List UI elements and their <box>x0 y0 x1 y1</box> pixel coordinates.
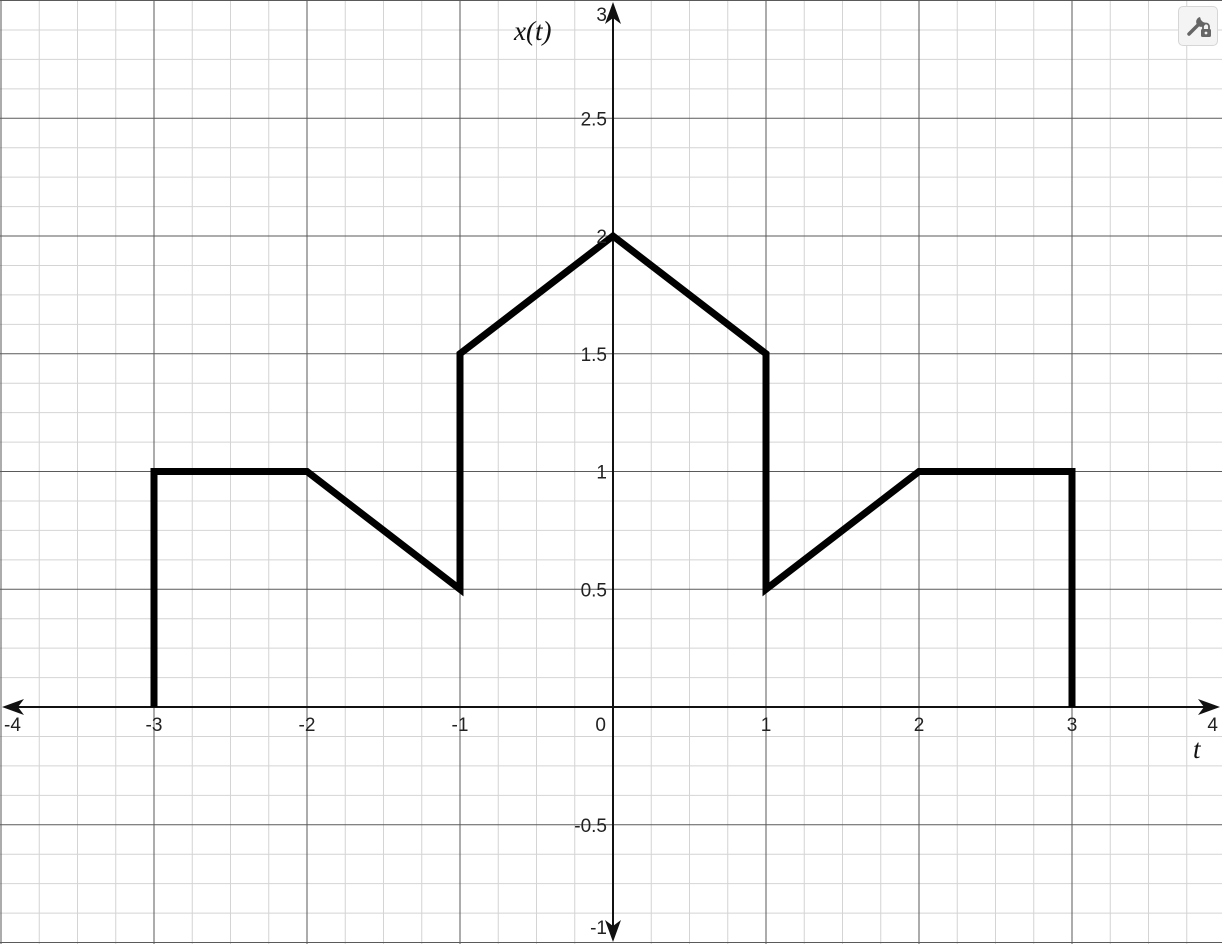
series-layer <box>150 231 1076 708</box>
x-tick-label: 4 <box>1207 715 1218 736</box>
x-axis-arrow-right <box>1198 699 1220 715</box>
wrench-lock-icon <box>1187 17 1211 37</box>
y-tick-label: 1.5 <box>581 345 607 366</box>
y-tick-label: 2.5 <box>581 109 607 130</box>
x-tick-label: 1 <box>761 715 772 736</box>
y-tick-label: 3 <box>596 5 607 26</box>
y-axis-arrow-down <box>605 920 621 942</box>
x-tick-label: 2 <box>914 715 925 736</box>
y-tick-label: 0.5 <box>581 580 607 601</box>
tick-labels: -4 -3 -2 -1 0 1 2 3 4 -1 -0.5 0.5 1 1.5 2 2.5 3 <box>4 5 1218 939</box>
x-tick-label: -4 <box>4 715 21 736</box>
x-tick-label: -2 <box>299 715 316 736</box>
y-tick-label: 1 <box>596 463 607 484</box>
graph-settings-button[interactable] <box>1178 6 1218 46</box>
x-axis-arrow-left <box>2 699 24 715</box>
x-axis-title: t <box>1193 734 1202 764</box>
y-tick-label: -1 <box>590 918 607 939</box>
y-tick-label: -0.5 <box>574 816 607 837</box>
x-tick-label: 0 <box>595 715 606 736</box>
x-tick-label: -3 <box>146 715 163 736</box>
y-axis-title: x(t) <box>513 16 551 46</box>
x-tick-label: -1 <box>452 715 469 736</box>
y-tick-label: 2 <box>596 227 607 248</box>
x-tick-label: 3 <box>1067 715 1078 736</box>
y-axis-arrow-up <box>605 2 621 24</box>
